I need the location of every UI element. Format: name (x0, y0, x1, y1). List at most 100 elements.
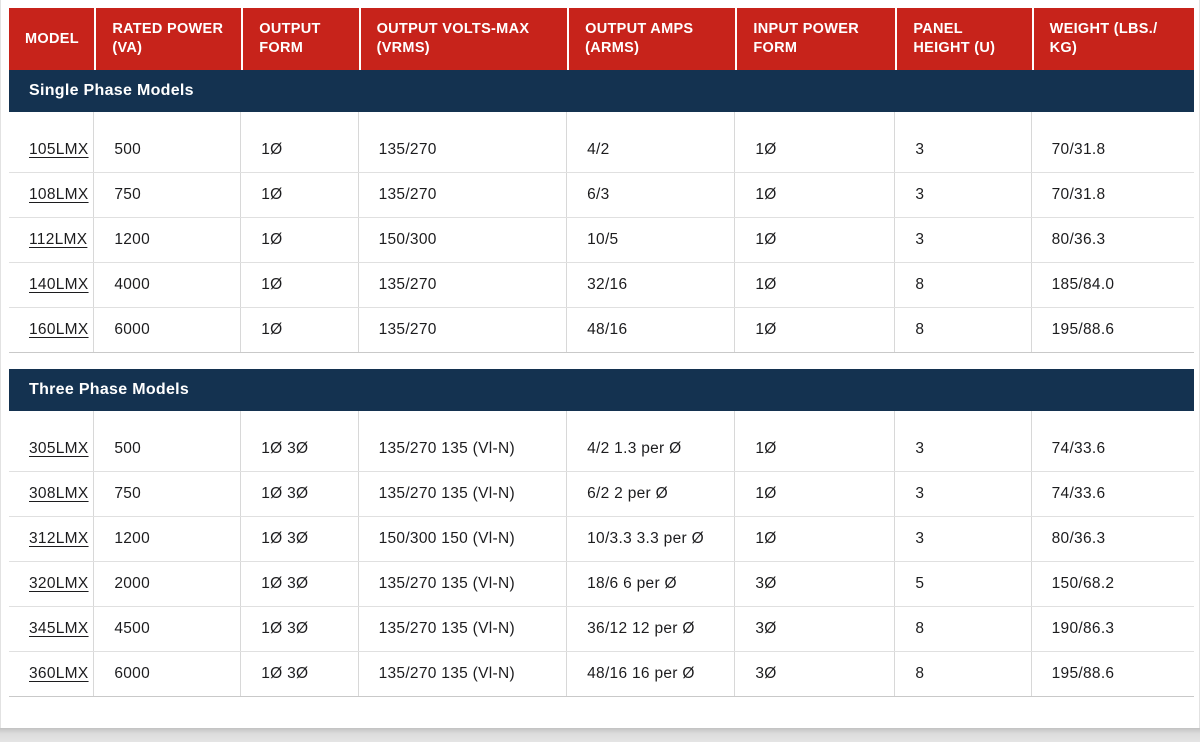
model-link[interactable]: 345LMX (29, 620, 89, 637)
cell-output-volts: 135/270 135 (Vl-N) (358, 472, 568, 516)
cell-model: 308LMX (9, 472, 95, 516)
table-section: Single Phase Models 105LMX 500 1Ø 135/27… (9, 70, 1194, 353)
cell-output-amps: 32/16 (567, 263, 736, 307)
cell-output-form: 1Ø 3Ø (241, 472, 359, 516)
cell-output-amps: 6/3 (567, 173, 736, 217)
cell-weight: 70/31.8 (1031, 112, 1194, 172)
cell-input-power: 1Ø (735, 517, 896, 561)
cell-weight: 195/88.6 (1031, 308, 1194, 352)
cell-output-form: 1Ø 3Ø (241, 517, 359, 561)
cell-output-volts: 135/270 135 (Vl-N) (358, 652, 568, 696)
cell-input-power: 1Ø (735, 263, 896, 307)
table-body-sections: Single Phase Models 105LMX 500 1Ø 135/27… (9, 70, 1194, 697)
section-header-bar: Three Phase Models (9, 369, 1194, 411)
table-row: 112LMX 1200 1Ø 150/300 10/5 1Ø 3 80/36.3 (9, 217, 1194, 262)
cell-panel-height: 3 (895, 517, 1032, 561)
cell-rated-power: 750 (94, 472, 242, 516)
column-header-model: MODEL (25, 30, 79, 47)
cell-output-volts: 135/270 135 (Vl-N) (358, 411, 568, 471)
table-row: 305LMX 500 1Ø 3Ø 135/270 135 (Vl-N) 4/2 … (9, 411, 1194, 471)
cell-panel-height: 3 (895, 112, 1032, 172)
section-title: Three Phase Models (29, 381, 190, 398)
model-link[interactable]: 320LMX (29, 575, 89, 592)
cell-weight: 150/68.2 (1031, 562, 1194, 606)
model-link[interactable]: 140LMX (29, 276, 89, 293)
cell-output-volts: 135/270 135 (Vl-N) (358, 607, 568, 651)
cell-model: 345LMX (9, 607, 95, 651)
table-section: Three Phase Models 305LMX 500 1Ø 3Ø 135/… (9, 369, 1194, 697)
cell-output-form: 1Ø (241, 263, 359, 307)
cell-panel-height: 5 (895, 562, 1032, 606)
column-header-rated-power: RATED POWER (VA) (94, 8, 241, 70)
cell-output-form: 1Ø (241, 218, 359, 262)
cell-output-form: 1Ø (241, 112, 359, 172)
cell-panel-height: 3 (895, 411, 1032, 471)
cell-output-form: 1Ø (241, 308, 359, 352)
cell-input-power: 3Ø (735, 652, 896, 696)
cell-output-volts: 135/270 (358, 173, 568, 217)
table-row: 320LMX 2000 1Ø 3Ø 135/270 135 (Vl-N) 18/… (9, 561, 1194, 606)
cell-model: 312LMX (9, 517, 95, 561)
model-link[interactable]: 160LMX (29, 321, 89, 338)
cell-panel-height: 8 (895, 263, 1032, 307)
table-row: 105LMX 500 1Ø 135/270 4/2 1Ø 3 70/31.8 (9, 112, 1194, 172)
table-row: 345LMX 4500 1Ø 3Ø 135/270 135 (Vl-N) 36/… (9, 606, 1194, 651)
cell-output-volts: 135/270 (358, 308, 568, 352)
page-bottom-shadow (0, 728, 1200, 742)
cell-model: 112LMX (9, 218, 95, 262)
cell-weight: 70/31.8 (1031, 173, 1194, 217)
cell-output-form: 1Ø 3Ø (241, 607, 359, 651)
model-link[interactable]: 360LMX (29, 665, 89, 682)
table-header-row: MODEL RATED POWER (VA) OUTPUT FORM OUTPU… (9, 8, 1194, 70)
cell-output-amps: 10/5 (567, 218, 736, 262)
cell-output-form: 1Ø 3Ø (241, 411, 359, 471)
cell-output-amps: 18/6 6 per Ø (567, 562, 736, 606)
cell-output-amps: 4/2 (567, 112, 736, 172)
cell-output-volts: 135/270 (358, 112, 568, 172)
models-spec-table: MODEL RATED POWER (VA) OUTPUT FORM OUTPU… (9, 8, 1194, 697)
cell-output-volts: 150/300 150 (Vl-N) (358, 517, 568, 561)
column-header-output-form: OUTPUT FORM (241, 8, 358, 70)
model-link[interactable]: 105LMX (29, 141, 89, 158)
cell-input-power: 1Ø (735, 112, 896, 172)
cell-input-power: 1Ø (735, 308, 896, 352)
cell-rated-power: 500 (94, 112, 242, 172)
cell-output-volts: 135/270 (358, 263, 568, 307)
cell-input-power: 1Ø (735, 218, 896, 262)
cell-input-power: 1Ø (735, 173, 896, 217)
table-row: 360LMX 6000 1Ø 3Ø 135/270 135 (Vl-N) 48/… (9, 651, 1194, 696)
cell-rated-power: 2000 (94, 562, 242, 606)
table-row: 160LMX 6000 1Ø 135/270 48/16 1Ø 8 195/88… (9, 307, 1194, 352)
cell-output-amps: 10/3.3 3.3 per Ø (567, 517, 736, 561)
cell-rated-power: 500 (94, 411, 242, 471)
cell-model: 105LMX (9, 112, 95, 172)
cell-weight: 185/84.0 (1031, 263, 1194, 307)
column-header-input-power: INPUT POWER FORM (735, 8, 895, 70)
cell-output-volts: 135/270 135 (Vl-N) (358, 562, 568, 606)
model-link[interactable]: 112LMX (29, 231, 88, 248)
model-link[interactable]: 108LMX (29, 186, 89, 203)
column-header-output-amps: OUTPUT AMPS (ARMS) (567, 8, 735, 70)
cell-model: 160LMX (9, 308, 95, 352)
section-header-bar: Single Phase Models (9, 70, 1194, 112)
cell-output-amps: 36/12 12 per Ø (567, 607, 736, 651)
cell-rated-power: 4000 (94, 263, 242, 307)
cell-weight: 74/33.6 (1031, 411, 1194, 471)
cell-model: 320LMX (9, 562, 95, 606)
table-row: 308LMX 750 1Ø 3Ø 135/270 135 (Vl-N) 6/2 … (9, 471, 1194, 516)
cell-model: 108LMX (9, 173, 95, 217)
cell-panel-height: 8 (895, 607, 1032, 651)
cell-rated-power: 750 (94, 173, 242, 217)
cell-output-form: 1Ø 3Ø (241, 562, 359, 606)
cell-input-power: 3Ø (735, 562, 896, 606)
cell-weight: 190/86.3 (1031, 607, 1194, 651)
section-rows: 105LMX 500 1Ø 135/270 4/2 1Ø 3 70/31.8 1… (9, 112, 1194, 353)
model-link[interactable]: 312LMX (29, 530, 89, 547)
model-link[interactable]: 308LMX (29, 485, 89, 502)
cell-rated-power: 6000 (94, 308, 242, 352)
model-link[interactable]: 305LMX (29, 440, 89, 457)
cell-panel-height: 3 (895, 173, 1032, 217)
cell-model: 140LMX (9, 263, 95, 307)
cell-rated-power: 6000 (94, 652, 242, 696)
